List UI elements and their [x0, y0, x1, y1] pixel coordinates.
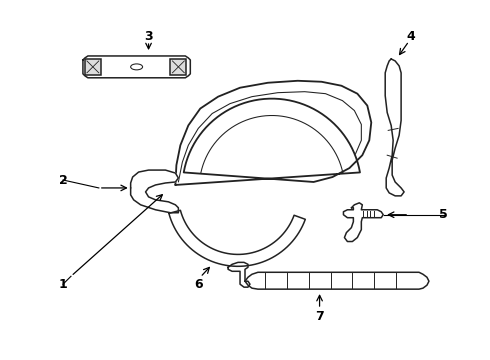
Polygon shape [385, 59, 404, 196]
FancyBboxPatch shape [85, 59, 101, 75]
Text: 6: 6 [194, 278, 202, 291]
Polygon shape [245, 272, 429, 289]
Polygon shape [343, 203, 383, 242]
Text: 2: 2 [59, 174, 68, 186]
Text: 3: 3 [144, 30, 153, 42]
Text: 7: 7 [315, 310, 324, 323]
Polygon shape [131, 170, 178, 213]
FancyBboxPatch shape [171, 59, 186, 75]
Text: 5: 5 [440, 208, 448, 221]
Ellipse shape [131, 64, 143, 70]
Text: 4: 4 [407, 30, 416, 42]
Polygon shape [169, 210, 305, 266]
Polygon shape [175, 81, 371, 185]
Text: 1: 1 [59, 278, 68, 291]
Polygon shape [228, 262, 250, 287]
Polygon shape [83, 56, 190, 78]
